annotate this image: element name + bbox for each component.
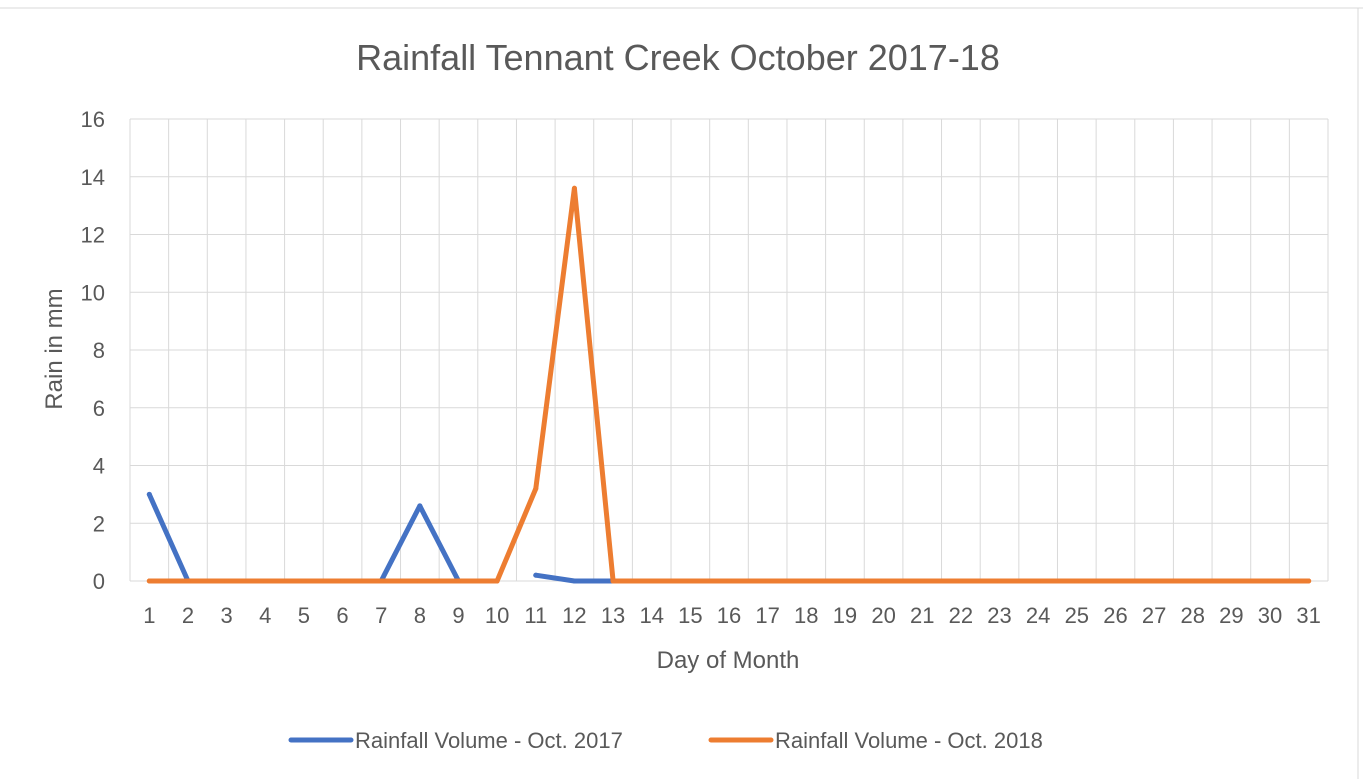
x-axis-label: Day of Month	[657, 647, 800, 674]
series-2-point	[185, 578, 191, 584]
series-2-point	[340, 578, 346, 584]
series-2-point	[958, 578, 964, 584]
series-2-point	[262, 578, 268, 584]
x-tick-label: 22	[949, 603, 973, 628]
series-lines	[146, 185, 1312, 584]
series-2-point	[455, 578, 461, 584]
series-2-point	[378, 578, 384, 584]
series-2-point	[1151, 578, 1157, 584]
series-1-point	[417, 503, 423, 509]
series-2-point	[919, 578, 925, 584]
series-1-point	[533, 572, 539, 578]
legend-label-1: Rainfall Volume - Oct. 2017	[355, 728, 623, 753]
x-tick-label: 20	[871, 603, 895, 628]
x-tick-label: 15	[678, 603, 702, 628]
x-tick-label: 16	[717, 603, 741, 628]
x-tick-labels: 1 2 3 4 5 6 7 8 9 10 11 12 13 14 15 16 17 18 19 20 21 22 23 24 2…	[143, 603, 1321, 628]
series-2-point	[571, 185, 577, 191]
y-tick-labels: 0 2 4 6 8 10 12 14 16	[81, 107, 105, 594]
series-2-point	[687, 578, 693, 584]
x-tick-label: 19	[833, 603, 857, 628]
x-tick-label: 5	[298, 603, 310, 628]
series-2-point	[842, 578, 848, 584]
x-tick-label: 23	[987, 603, 1011, 628]
x-tick-label: 9	[452, 603, 464, 628]
x-tick-label: 18	[794, 603, 818, 628]
series-2-point	[494, 578, 500, 584]
y-tick-label: 8	[93, 338, 105, 363]
x-tick-label: 25	[1065, 603, 1089, 628]
x-tick-label: 6	[336, 603, 348, 628]
x-tick-label: 31	[1296, 603, 1320, 628]
series-2-point	[146, 578, 152, 584]
x-tick-label: 8	[414, 603, 426, 628]
series-2-point	[803, 578, 809, 584]
series-2-point	[533, 486, 539, 492]
x-tick-label: 12	[562, 603, 586, 628]
x-tick-label: 29	[1219, 603, 1243, 628]
y-tick-label: 16	[81, 107, 105, 132]
x-tick-label: 26	[1103, 603, 1127, 628]
series-2-point	[1306, 578, 1312, 584]
series-2-point	[1074, 578, 1080, 584]
series-2-point	[1190, 578, 1196, 584]
series-2-point	[1112, 578, 1118, 584]
x-tick-label: 24	[1026, 603, 1050, 628]
x-tick-label: 2	[182, 603, 194, 628]
y-tick-label: 6	[93, 396, 105, 421]
x-tick-label: 27	[1142, 603, 1166, 628]
series-2-point	[649, 578, 655, 584]
series-1-point	[146, 491, 152, 497]
series-2-point	[765, 578, 771, 584]
series-2-point	[224, 578, 230, 584]
series-2-point	[610, 578, 616, 584]
x-tick-label: 13	[601, 603, 625, 628]
series-2-point	[881, 578, 887, 584]
series-2-point	[726, 578, 732, 584]
series-2-point	[417, 578, 423, 584]
y-tick-label: 14	[81, 165, 105, 190]
x-tick-label: 17	[755, 603, 779, 628]
x-tick-label: 30	[1258, 603, 1282, 628]
y-tick-label: 0	[93, 569, 105, 594]
x-tick-label: 1	[143, 603, 155, 628]
y-tick-label: 2	[93, 511, 105, 536]
series-2-point	[997, 578, 1003, 584]
x-tick-label: 10	[485, 603, 509, 628]
series-2-point	[301, 578, 307, 584]
x-tick-label: 11	[524, 603, 547, 628]
series-1-point	[571, 578, 577, 584]
x-tick-label: 3	[220, 603, 232, 628]
x-tick-label: 21	[910, 603, 934, 628]
series-2-point	[1228, 578, 1234, 584]
y-tick-label: 12	[81, 223, 105, 248]
x-tick-label: 4	[259, 603, 271, 628]
series-2-point	[1035, 578, 1041, 584]
y-axis-label: Rain in mm	[41, 288, 68, 409]
y-tick-label: 10	[81, 280, 105, 305]
y-tick-label: 4	[93, 454, 105, 479]
legend: Rainfall Volume - Oct. 2017 Rainfall Volu…	[288, 728, 1043, 753]
x-tick-label: 28	[1180, 603, 1204, 628]
x-tick-label: 7	[375, 603, 387, 628]
x-tick-label: 14	[639, 603, 663, 628]
chart-title: Rainfall Tennant Creek October 2017-18	[356, 37, 1000, 78]
series-2-point	[1267, 578, 1273, 584]
legend-label-2: Rainfall Volume - Oct. 2018	[775, 728, 1043, 753]
